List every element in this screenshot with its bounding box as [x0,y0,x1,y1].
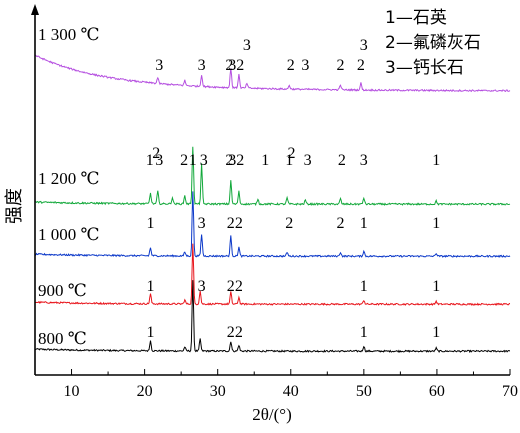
peak-label: 2 [225,152,233,169]
peak-label: 2 [152,145,160,162]
peak-label: 2 [236,152,244,169]
x-tick-label: 50 [356,383,372,400]
peak-label: 2 [357,57,365,74]
peak-label: 1 [432,324,440,341]
peak-label: 1 [146,152,154,169]
peak-label: 2 [180,152,188,169]
peak-label: 3 [155,152,163,169]
series-name: 800 ℃ [38,329,87,348]
peak-label: 2 [288,145,296,162]
x-tick-label: 70 [502,383,518,400]
legend-entry: 2—氟磷灰石 [385,33,481,53]
peak-label: 1 [360,324,368,341]
series-name: 900 ℃ [38,281,87,300]
x-tick-label: 40 [283,383,299,400]
series-name: 1 000 ℃ [38,225,100,244]
peak-label: 1 [360,278,368,295]
series-names: 800 ℃ 900 ℃ 1 000 ℃ 1 200 ℃ 1 300 ℃ [38,25,100,348]
peak-label: 1 [360,215,368,232]
x-tick-label: 20 [137,383,153,400]
peak-label: 2 [337,215,345,232]
peak-label: 1 [147,324,155,341]
legend: 1—石英 2—氟磷灰石 3—钙长石 [385,6,481,81]
peak-label: 3 [243,37,251,54]
legend-entry: 3—钙长石 [385,58,464,78]
peak-label: 3 [228,152,236,169]
peak-label: 3 [198,215,206,232]
peak-label: 3 [200,152,208,169]
x-tick-label: 60 [429,383,445,400]
peak-label: 1 [189,152,197,169]
peak-label: 2 [236,57,244,74]
x-axis-label: 2θ/(°) [252,405,292,424]
peak-label: 3 [228,57,236,74]
y-axis-arrow [31,4,39,15]
series-name: 1 200 ℃ [38,169,100,188]
peak-label: 2 [227,278,235,295]
peak-label: 3 [155,57,163,74]
peak-label: 3 [360,37,368,54]
axes: 10 20 30 40 50 60 70 [31,4,518,400]
peak-label: 1 [285,152,293,169]
peak-label: 3 [198,278,206,295]
peak-label: 2 [227,324,235,341]
peak-label: 3 [301,57,309,74]
peak-label: 3 [360,152,368,169]
series-line [34,280,511,354]
series-line [35,243,511,306]
x-tick-label: 10 [64,383,80,400]
peak-label: 2 [285,215,293,232]
peak-label: 3 [198,57,206,74]
peak-label: 1 [432,215,440,232]
series-line [34,146,511,207]
peak-label: 1 [432,278,440,295]
series-line [34,191,511,258]
series-line [34,54,511,93]
x-tick-label: 30 [210,383,226,400]
peak-label: 2 [287,57,295,74]
peak-label: 2 [227,215,235,232]
peak-label: 3 [304,152,312,169]
series-name: 1 300 ℃ [38,25,100,44]
peak-label: 1 [432,152,440,169]
peak-label: 2 [235,278,243,295]
peak-label: 1 [147,278,155,295]
peak-label: 1 [147,215,155,232]
peak-label: 1 [261,152,269,169]
legend-entry: 1—石英 [385,8,447,28]
peak-label: 2 [225,57,233,74]
peak-label: 2 [235,324,243,341]
peak-label: 2 [338,152,346,169]
peak-label: 2 [235,215,243,232]
peak-label: 2 [337,57,345,74]
plot-lines [34,54,511,354]
y-axis-label: 强度 [4,188,25,224]
